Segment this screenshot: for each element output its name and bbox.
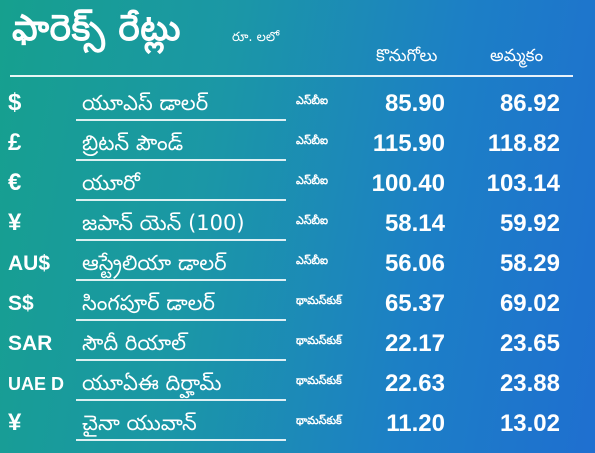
buy-rate: 22.17: [384, 330, 445, 357]
currency-name: సౌదీ రియాల్: [82, 331, 186, 355]
board-title: ఫారెక్స్ రేట్లు: [12, 8, 182, 49]
header-divider: [10, 75, 573, 77]
sell-rate: 23.65: [499, 330, 560, 357]
currency-name: సింగపూర్ డాలర్: [82, 291, 216, 315]
row-underline: [76, 119, 286, 121]
rate-source: థామస్‌కుక్: [296, 374, 342, 387]
rate-source: థామస్‌కుక్: [296, 334, 342, 347]
rate-source: ఎస్‌బీఐ: [296, 254, 329, 267]
buy-rate: 85.90: [384, 90, 445, 117]
row-underline: [76, 319, 286, 321]
rate-source: థామస్‌కుక్: [296, 294, 342, 307]
buy-rate: 100.40: [371, 170, 445, 197]
rate-row-gbp: £ బ్రిటన్ పౌండ్ ఎస్‌బీఐ 115.90 118.82: [0, 126, 595, 162]
currency-symbol: $: [8, 89, 22, 116]
buy-rate: 58.14: [384, 210, 445, 237]
row-underline: [76, 359, 286, 361]
currency-symbol: €: [8, 169, 22, 196]
sell-column-header: అమ్మకం: [490, 46, 544, 66]
buy-rate: 65.37: [384, 290, 445, 317]
sell-rate: 103.14: [486, 170, 560, 197]
rate-row-sar: SAR సౌదీ రియాల్ థామస్‌కుక్ 22.17 23.65: [0, 326, 595, 362]
sell-rate: 58.29: [499, 250, 560, 277]
currency-name: యూఎస్ డాలర్: [82, 91, 209, 115]
rate-row-aed: UAE D యూఏఈ దిర్హామ్ థామస్‌కుక్ 22.63 23.…: [0, 366, 595, 402]
rate-source: థామస్‌కుక్: [296, 414, 342, 427]
sell-rate: 118.82: [487, 130, 560, 157]
sell-rate: 59.92: [499, 210, 560, 237]
buy-column-header: కొనుగోలు: [376, 46, 438, 66]
rate-row-aud: AU$ ఆస్ట్రేలియా డాలర్ ఎస్‌బీఐ 56.06 58.2…: [0, 246, 595, 282]
rate-row-eur: € యూరో ఎస్‌బీఐ 100.40 103.14: [0, 166, 595, 202]
currency-name: బ్రిటన్ పౌండ్: [82, 131, 184, 155]
row-underline: [76, 439, 286, 441]
sell-rate: 69.02: [499, 290, 560, 317]
rate-row-jpy: ¥ జపాన్ యెన్ (100) ఎస్‌బీఐ 58.14 59.92: [0, 206, 595, 242]
rate-row-usd: $ యూఎస్ డాలర్ ఎస్‌బీఐ 85.90 86.92: [0, 86, 595, 122]
rate-source: ఎస్‌బీఐ: [296, 174, 329, 187]
sell-rate: 23.88: [499, 370, 560, 397]
row-underline: [76, 239, 286, 241]
sell-rate: 13.02: [499, 410, 560, 437]
rate-source: ఎస్‌బీఐ: [296, 134, 329, 147]
currency-symbol: SAR: [8, 332, 53, 355]
currency-symbol: AU$: [8, 252, 51, 275]
currency-symbol: ¥: [8, 409, 22, 436]
currency-symbol: S$: [8, 292, 34, 315]
buy-rate: 22.63: [384, 370, 445, 397]
currency-symbol: ¥: [8, 209, 22, 236]
row-underline: [76, 199, 286, 201]
unit-label: రూ. లలో: [232, 30, 280, 45]
row-underline: [76, 399, 286, 401]
row-underline: [76, 159, 286, 161]
currency-name: జపాన్ యెన్ (100): [82, 211, 245, 235]
sell-rate: 86.92: [499, 90, 560, 117]
currency-name: యూఏఈ దిర్హామ్: [82, 371, 222, 395]
rate-source: ఎస్‌బీఐ: [296, 94, 329, 107]
buy-rate: 115.90: [372, 130, 445, 157]
currency-symbol: UAE D: [8, 374, 65, 394]
currency-name: చైనా యువాన్: [82, 411, 197, 435]
row-underline: [76, 279, 286, 281]
rate-row-cny: ¥ చైనా యువాన్ థామస్‌కుక్ 11.20 13.02: [0, 406, 595, 442]
currency-name: యూరో: [82, 171, 140, 195]
rate-source: ఎస్‌బీఐ: [296, 214, 329, 227]
rate-row-sgd: S$ సింగపూర్ డాలర్ థామస్‌కుక్ 65.37 69.02: [0, 286, 595, 322]
currency-symbol: £: [8, 129, 22, 156]
buy-rate: 11.20: [386, 410, 445, 437]
buy-rate: 56.06: [384, 250, 445, 277]
currency-name: ఆస్ట్రేలియా డాలర్: [82, 251, 227, 275]
